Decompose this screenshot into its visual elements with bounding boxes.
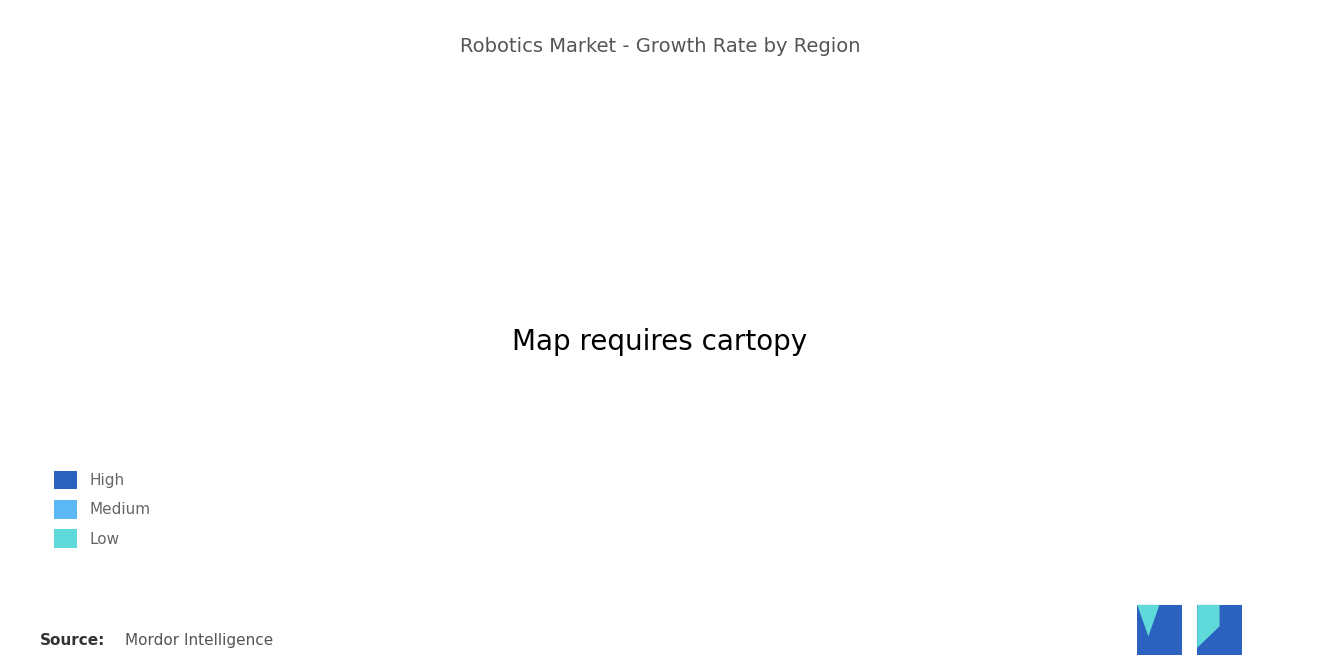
Text: Robotics Market - Growth Rate by Region: Robotics Market - Growth Rate by Region [459,37,861,56]
Text: Map requires cartopy: Map requires cartopy [512,329,808,356]
Polygon shape [1137,605,1159,636]
Legend: High, Medium, Low: High, Medium, Low [46,463,158,556]
Polygon shape [1137,605,1159,656]
Polygon shape [1197,605,1220,656]
Text: Source:: Source: [40,633,106,648]
Polygon shape [1159,605,1181,656]
Polygon shape [1197,605,1220,648]
Text: Mordor Intelligence: Mordor Intelligence [125,633,273,648]
Polygon shape [1220,605,1242,656]
